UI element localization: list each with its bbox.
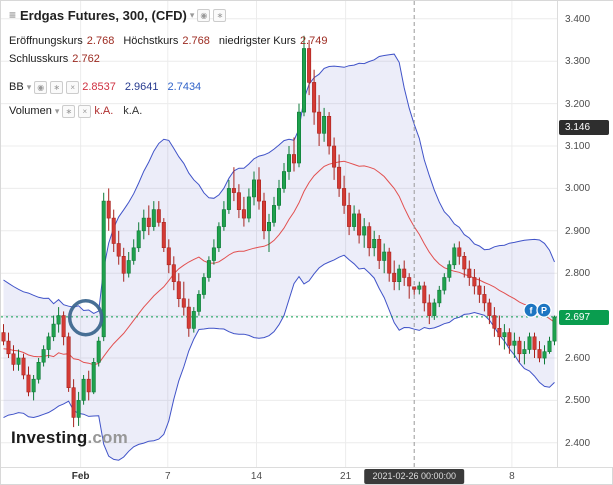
low-field: niedrigster Kurs 2.749 — [219, 35, 328, 47]
close-field: Schlusskurs 2.762 — [9, 53, 100, 65]
close-value: 2.762 — [72, 53, 100, 65]
low-value: 2.749 — [299, 35, 328, 47]
volume-value-2: k.A. — [123, 105, 143, 117]
event-marker-icon — [536, 302, 552, 318]
close-icon[interactable]: × — [78, 104, 92, 118]
close-label: Schlusskurs — [9, 53, 69, 65]
bb-label[interactable]: BB — [9, 81, 24, 93]
settings-icon[interactable]: ∗ — [62, 104, 76, 118]
chevron-down-icon[interactable]: ▾ — [54, 105, 60, 116]
volume-label[interactable]: Volumen — [9, 105, 52, 117]
high-field: Höchstkurs 2.768 — [123, 35, 210, 47]
close-icon[interactable]: × — [66, 80, 80, 94]
settings-icon[interactable]: ∗ — [50, 80, 64, 94]
settings-icon[interactable]: ∗ — [213, 8, 227, 22]
open-value: 2.768 — [86, 35, 115, 47]
price-tick-label: 3.200 — [565, 98, 591, 110]
open-field: Eröffnungskurs 2.768 — [9, 35, 114, 47]
price-tick-label: 2.600 — [565, 353, 591, 365]
menu-icon[interactable]: ≡ — [9, 8, 17, 22]
svg-text:f: f — [530, 305, 534, 315]
time-tick-label: 14 — [250, 471, 263, 482]
price-tick-label: 2.400 — [565, 437, 591, 449]
time-tick-label: Feb — [71, 471, 90, 482]
price-tick-label: 3.000 — [565, 183, 591, 195]
legend-title-row: ≡ Erdgas Futures, 300, (CFD) ▾ ◉ ∗ — [9, 7, 336, 23]
high-label: Höchstkurs — [123, 35, 179, 47]
logo-name: Investing — [11, 428, 88, 447]
chart-legend: ≡ Erdgas Futures, 300, (CFD) ▾ ◉ ∗ Eröff… — [9, 7, 336, 122]
open-label: Eröffnungskurs — [9, 35, 83, 47]
close-row: Schlusskurs 2.762 — [9, 51, 336, 67]
time-tick-label: 8 — [509, 471, 515, 482]
logo-tld: .com — [87, 428, 128, 447]
time-tick-label: 7 — [165, 471, 171, 482]
bb-indicator-row: BB ▾ ◉ ∗ × 2.8537 2.9641 2.7434 — [9, 79, 336, 95]
volume-indicator-row: Volumen ▾ ∗ × k.A. k.A. — [9, 103, 336, 119]
bb-lower-value: 2.7434 — [167, 81, 202, 93]
high-value: 2.768 — [182, 35, 210, 47]
volume-value-1: k.A. — [94, 105, 114, 117]
price-axis[interactable]: 3.4003.3003.2003.1003.0002.9002.8002.700… — [557, 1, 613, 467]
price-tick-label: 2.500 — [565, 395, 591, 407]
chevron-down-icon[interactable]: ▾ — [189, 9, 195, 20]
eye-icon[interactable]: ◉ — [197, 8, 211, 22]
time-tick-label: 21 — [340, 471, 352, 482]
circle-annotation — [67, 298, 104, 337]
bb-upper-value: 2.9641 — [124, 81, 159, 93]
eye-icon[interactable]: ◉ — [34, 80, 48, 94]
bb-middle-value: 2.8537 — [82, 81, 116, 93]
crosshair-date-label: 2021-02-26 00:00:00 — [364, 469, 465, 484]
crosshair-price-label: 3.146 — [559, 119, 609, 135]
chevron-down-icon[interactable]: ▾ — [26, 81, 32, 92]
investing-logo: Investing.com — [11, 428, 128, 448]
svg-text:P: P — [541, 305, 547, 315]
price-tick-label: 3.300 — [565, 56, 591, 68]
price-tick-label: 2.800 — [565, 268, 591, 280]
last-price-label: 2.697 — [559, 309, 609, 325]
low-label: niedrigster Kurs — [218, 35, 296, 47]
ohlc-row: Eröffnungskurs 2.768 Höchstkurs 2.768 nied… — [9, 33, 336, 49]
time-axis[interactable]: Feb 7 14 21 8 2021-02-26 00:00:00 — [1, 467, 612, 484]
price-tick-label: 2.900 — [565, 225, 591, 237]
price-tick-label: 3.400 — [565, 13, 591, 25]
price-tick-label: 3.100 — [565, 141, 591, 152]
symbol-title[interactable]: Erdgas Futures, 300, (CFD) — [20, 7, 187, 23]
